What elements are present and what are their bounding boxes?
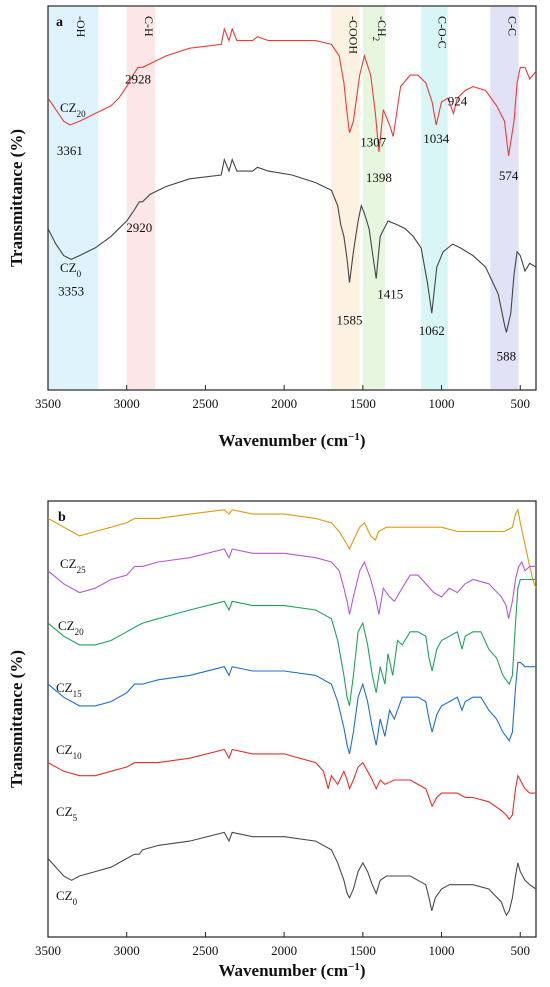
peak-label-7: 3353 xyxy=(58,283,84,298)
panel-a-chart: a -OH C-H -COOH -CH2 C-O-C C-C CZ20 CZ0 3361 29… xyxy=(7,5,537,450)
panel-a-series xyxy=(47,27,537,333)
x-tick-label-5: 1000 xyxy=(429,943,455,958)
series-label-1: CZ0 xyxy=(60,260,82,279)
peak-label-9: 1585 xyxy=(336,312,362,327)
panel-a-x-ticks: 3500 3000 2500 2000 1500 1000 500 xyxy=(35,385,530,411)
band-4 xyxy=(421,7,448,389)
band-3 xyxy=(362,7,385,389)
x-tick-label-6: 500 xyxy=(511,943,531,958)
series-label-5: CZ0 xyxy=(56,888,78,907)
band-label-3: -CH2 xyxy=(371,16,389,41)
panel-a-bands xyxy=(48,7,519,389)
peak-label-11: 1062 xyxy=(419,323,445,338)
panel-a-band-labels: -OH C-H -COOH -CH2 C-O-C C-C xyxy=(74,16,519,54)
peak-label-4: 1034 xyxy=(423,131,450,146)
band-2 xyxy=(331,7,360,389)
panel-b-x-ticks: 3500 3000 2500 2000 1500 1000 500 xyxy=(35,932,530,958)
series-line-0 xyxy=(47,508,537,589)
panel-a-frame xyxy=(47,5,537,391)
panel-a-series-labels: CZ20 CZ0 xyxy=(60,100,86,279)
panel-a-y-axis-title: Transmittance (%) xyxy=(7,129,26,267)
panel-a-peak-labels: 3361 2928 1398 1307 1034 924 574 3353 2920 1585 14… xyxy=(57,71,519,363)
peak-label-12: 588 xyxy=(497,348,517,363)
panel-b-frame xyxy=(47,500,537,938)
panel-b-series-labels: CZ25 CZ20 CZ15 CZ10 CZ5 CZ0 xyxy=(56,556,86,907)
band-label-1: C-H xyxy=(142,16,156,37)
peak-label-0: 3361 xyxy=(57,143,83,158)
x-tick-label-3: 2000 xyxy=(271,396,297,411)
peak-label-10: 1415 xyxy=(377,287,403,302)
peak-label-1: 2928 xyxy=(125,71,151,86)
series-label-0: CZ25 xyxy=(60,556,86,575)
band-label-4: C-O-C xyxy=(435,16,449,49)
band-5 xyxy=(490,7,519,389)
series-line-5 xyxy=(47,831,537,917)
series-label-0: CZ20 xyxy=(60,100,86,119)
x-tick-label-1: 3000 xyxy=(114,943,140,958)
peak-label-6: 574 xyxy=(499,168,519,183)
x-tick-label-1: 3000 xyxy=(114,396,140,411)
series-line-3 xyxy=(47,661,536,755)
band-label-0: -OH xyxy=(74,16,88,38)
panel-b-chart: b CZ25 CZ20 CZ15 CZ10 CZ5 CZ0 3500 3000 2500 200… xyxy=(7,500,537,980)
panel-b-y-axis-title: Transmittance (%) xyxy=(7,650,26,788)
x-tick-label-4: 1500 xyxy=(350,396,376,411)
panel-b-x-axis-title: Wavenumber (cm−1) xyxy=(219,961,366,980)
peak-label-5: 924 xyxy=(448,94,468,109)
band-1 xyxy=(126,7,156,389)
band-0 xyxy=(48,7,99,389)
series-line-1 xyxy=(47,157,537,333)
x-tick-label-2: 2500 xyxy=(192,943,218,958)
series-label-4: CZ5 xyxy=(56,804,78,823)
peak-label-3: 1307 xyxy=(360,135,387,150)
x-tick-label-0: 3500 xyxy=(35,943,61,958)
panel-a-tag: a xyxy=(56,15,63,30)
series-line-1 xyxy=(47,548,536,619)
peak-label-8: 2920 xyxy=(126,220,152,235)
series-label-1: CZ20 xyxy=(58,618,84,637)
band-label-2: -COOH xyxy=(347,16,361,54)
x-tick-label-3: 2000 xyxy=(271,943,297,958)
series-label-2: CZ15 xyxy=(56,680,82,699)
x-tick-label-2: 2500 xyxy=(192,396,218,411)
panel-a-x-axis-title: Wavenumber (cm−1) xyxy=(219,431,366,450)
band-label-5: C-C xyxy=(506,16,520,36)
panel-b-series xyxy=(47,508,537,917)
series-line-0 xyxy=(47,27,537,156)
x-tick-label-0: 3500 xyxy=(35,396,61,411)
peak-label-2: 1398 xyxy=(366,170,392,185)
series-line-4 xyxy=(47,748,536,821)
x-tick-label-6: 500 xyxy=(511,396,531,411)
series-line-2 xyxy=(47,578,536,707)
x-tick-label-5: 1000 xyxy=(429,396,455,411)
series-label-3: CZ10 xyxy=(56,742,82,761)
panel-b-tag: b xyxy=(58,510,66,525)
x-tick-label-4: 1500 xyxy=(350,943,376,958)
